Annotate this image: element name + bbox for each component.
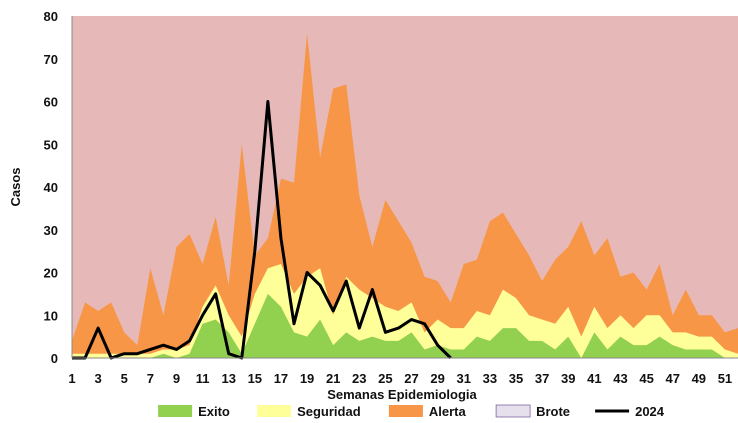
x-tick-label: 21	[326, 371, 340, 386]
legend-swatch	[495, 404, 531, 418]
legend-swatch	[388, 405, 423, 417]
x-axis-title: Semanas Epidemiologia	[327, 387, 477, 402]
x-tick-label: 37	[535, 371, 549, 386]
y-tick-label: 40	[44, 180, 58, 195]
line-series-2024	[72, 100, 452, 360]
y-axis-title: Casos	[8, 167, 23, 206]
x-tick-label: 49	[692, 371, 706, 386]
legend-label: Seguridad	[297, 404, 361, 419]
legend-item-brote: Brote	[495, 404, 570, 419]
legend-label: 2024	[635, 404, 665, 419]
x-tick-label: 47	[665, 371, 679, 386]
x-tick-label: 39	[561, 371, 575, 386]
x-tick-label: 45	[639, 371, 653, 386]
legend-swatch	[257, 405, 292, 417]
x-tick-label: 29	[430, 371, 444, 386]
x-tick-label: 41	[587, 371, 601, 386]
x-tick-label: 7	[147, 371, 154, 386]
y-tick-label: 30	[44, 223, 58, 238]
x-tick-label: 17	[274, 371, 288, 386]
y-tick-label: 10	[44, 308, 58, 323]
x-tick-label: 3	[95, 371, 102, 386]
x-tick-label: 13	[221, 371, 235, 386]
legend-label: Brote	[536, 404, 570, 419]
area-alerta	[72, 33, 738, 358]
legend-item-2024: 2024	[595, 404, 665, 419]
x-tick-label: 15	[248, 371, 262, 386]
line-series-layer	[72, 100, 452, 360]
y-tick-label: 0	[51, 351, 58, 366]
area-series-layer	[72, 16, 738, 358]
x-tick-label: 25	[378, 371, 392, 386]
x-tick-label: 31	[457, 371, 471, 386]
y-tick-label: 80	[44, 9, 58, 24]
x-tick-labels: 1 3 5 7 9 11 13 15 17 19 21 23 25 27 29 31 33 35 37 39 41 43 4…	[68, 371, 732, 386]
x-tick-label: 51	[718, 371, 732, 386]
y-tick-labels: 0 10 20 30 40 50 60 70 80	[44, 9, 58, 366]
legend-item-exito: Exito	[158, 404, 230, 419]
axes-layer	[71, 16, 738, 359]
legend-item-alerta: Alerta	[388, 404, 467, 419]
x-tick-label: 19	[300, 371, 314, 386]
y-tick-label: 60	[44, 95, 58, 110]
x-tick-label: 35	[509, 371, 523, 386]
legend: Exito Seguridad Alerta Brote 2024	[158, 404, 665, 419]
x-tick-label: 5	[121, 371, 128, 386]
x-tick-label: 27	[404, 371, 418, 386]
x-tick-label: 11	[196, 371, 210, 386]
area-exito	[72, 293, 738, 358]
area-seguridad	[72, 263, 738, 358]
legend-label: Exito	[198, 404, 230, 419]
x-tick-label: 33	[483, 371, 497, 386]
x-tick-label: 23	[352, 371, 366, 386]
x-tick-label: 43	[613, 371, 627, 386]
legend-item-seguridad: Seguridad	[257, 404, 361, 419]
x-tick-label: 1	[68, 371, 75, 386]
y-tick-label: 50	[44, 137, 58, 152]
x-tick-label: 9	[173, 371, 180, 386]
legend-swatch	[158, 405, 193, 417]
legend-label: Alerta	[429, 404, 467, 419]
y-tick-label: 70	[44, 52, 58, 67]
y-tick-label: 20	[44, 266, 58, 281]
